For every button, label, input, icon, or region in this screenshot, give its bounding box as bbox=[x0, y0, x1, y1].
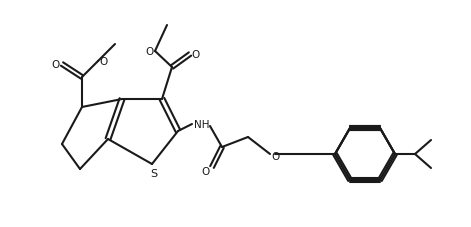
Text: O: O bbox=[52, 60, 60, 70]
Text: O: O bbox=[192, 50, 200, 60]
Text: O: O bbox=[271, 151, 279, 161]
Text: O: O bbox=[146, 47, 154, 57]
Text: O: O bbox=[99, 57, 107, 67]
Text: S: S bbox=[150, 168, 158, 178]
Text: O: O bbox=[202, 166, 210, 176]
Text: NH: NH bbox=[194, 119, 210, 129]
